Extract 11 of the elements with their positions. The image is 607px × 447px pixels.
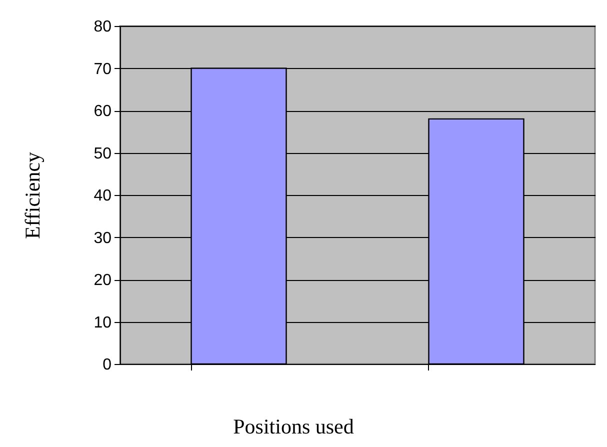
y-axis-title: Efficiency (20, 151, 45, 240)
y-tick-label: 20 (94, 272, 112, 289)
y-tick-label: 40 (94, 188, 112, 204)
y-tick-label: 50 (94, 145, 112, 162)
y-tick-label: 30 (94, 230, 112, 247)
y-tick-label: 10 (94, 314, 112, 332)
y-tick-label: 70 (94, 60, 112, 78)
y-tick-label: 80 (94, 18, 112, 36)
x-axis-title: Positions used (233, 414, 354, 438)
y-tick-label: 0 (102, 356, 112, 374)
y-tick-label: 60 (94, 103, 112, 120)
